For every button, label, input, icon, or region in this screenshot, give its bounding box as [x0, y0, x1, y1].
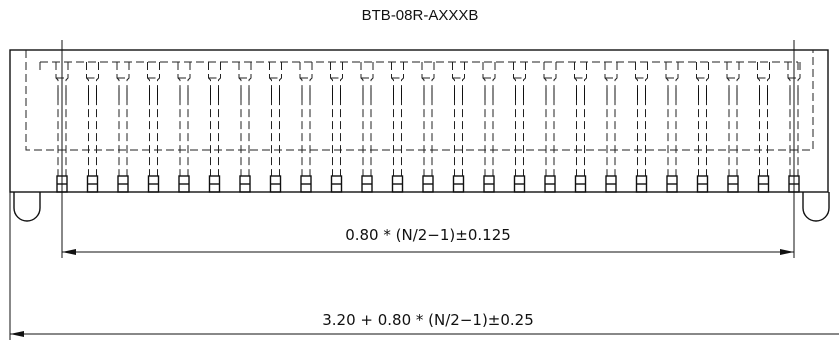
cavity-outline [25, 50, 814, 151]
part-number-title: BTB-08R-AXXXB [362, 7, 479, 24]
housing-outline [9, 49, 829, 193]
pin [696, 62, 709, 193]
pin-array [55, 62, 801, 193]
cavity-top-corners [39, 62, 799, 72]
pin [208, 62, 221, 193]
pin [147, 62, 160, 193]
pin [421, 62, 435, 193]
pin [86, 62, 99, 193]
pin [299, 62, 313, 193]
pin [543, 62, 557, 193]
pin [391, 62, 404, 193]
pin [330, 62, 343, 193]
pin [482, 62, 496, 193]
pitch-span-arrow-right [780, 249, 794, 255]
pin [238, 62, 252, 193]
pin [116, 62, 130, 193]
pitch-span-label: 0.80 * (N/2−1)±0.125 [345, 226, 511, 244]
overall-length-label: 3.20 + 0.80 * (N/2−1)±0.25 [322, 311, 534, 329]
pitch-span-arrow-left [62, 249, 76, 255]
pin [513, 62, 526, 193]
pin [452, 62, 465, 193]
left-boss [13, 192, 41, 222]
pin [574, 62, 587, 193]
pin [604, 62, 618, 193]
pin [665, 62, 679, 193]
pin [177, 62, 191, 193]
pin [726, 62, 740, 193]
pin [635, 62, 648, 193]
overall-length-arrow-left [10, 331, 24, 337]
pin [360, 62, 374, 193]
pin [269, 62, 282, 193]
right-boss [802, 192, 830, 222]
pin [757, 62, 770, 193]
